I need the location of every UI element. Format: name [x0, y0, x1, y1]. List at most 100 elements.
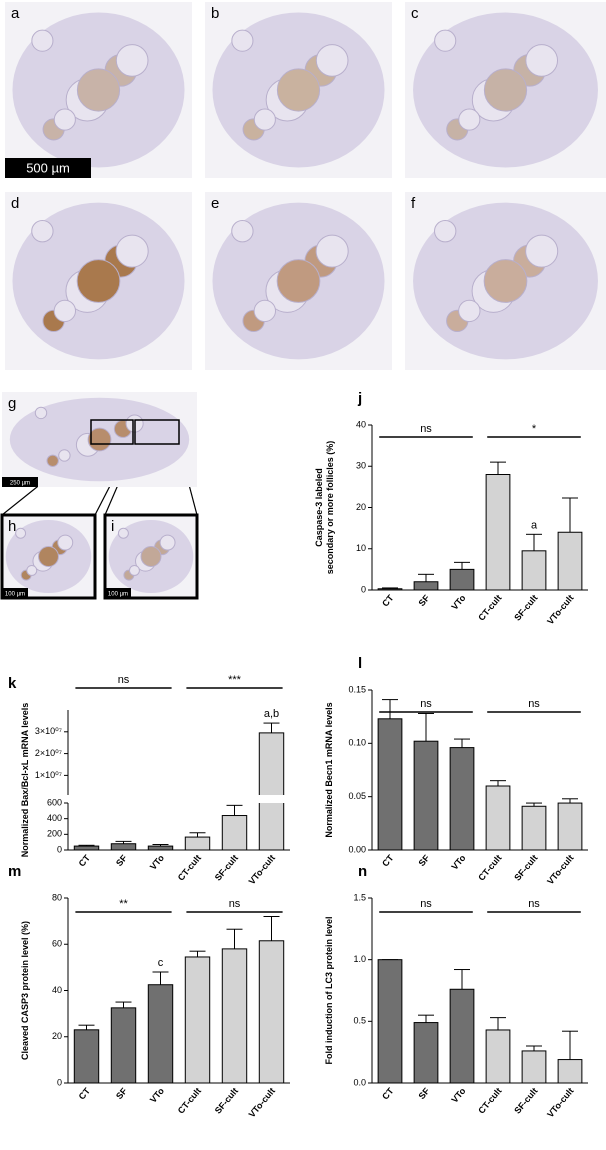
micrograph: g 250 µm [2, 392, 197, 487]
bar [449, 988, 475, 1084]
bar [147, 845, 174, 851]
follicle [57, 534, 74, 551]
y-tick-label: 40 [52, 985, 62, 995]
x-tick-label: VTo [148, 852, 166, 871]
y-axis-title: Caspase-3 labeledsecondary or more folli… [314, 441, 335, 575]
follicle [315, 234, 349, 268]
y-tick-label: 200 [47, 829, 62, 839]
y-tick-label: 1.5 [353, 892, 366, 902]
follicle [15, 527, 27, 539]
bar [485, 785, 511, 851]
x-tick-label: VTo-cult [545, 853, 575, 886]
follicle [458, 299, 481, 323]
significance-label: ns [420, 423, 432, 435]
significance-letter: a [531, 519, 538, 531]
significance-letter: a,b [264, 708, 279, 720]
y-tick-label: 2×10⁰⁷ [35, 748, 62, 758]
y-tick-label: 40 [356, 419, 366, 429]
y-axis-title-line: Normalized Bax/Bcl-xL mRNA levels [20, 703, 30, 858]
y-tick-label: 60 [52, 939, 62, 949]
follicle [87, 427, 112, 452]
x-tick-label: VTo-cult [247, 1086, 277, 1119]
significance-label: ** [119, 898, 128, 910]
bar [449, 747, 475, 851]
follicle [128, 564, 140, 576]
bar [221, 948, 248, 1084]
significance-label: ns [118, 674, 130, 686]
bar [521, 1050, 547, 1084]
bar [258, 940, 285, 1084]
follicle [53, 299, 77, 323]
panel-label: e [211, 195, 219, 212]
significance-label: ns [420, 898, 432, 910]
bar [521, 550, 547, 591]
bar [110, 843, 137, 851]
y-tick-label: 400 [47, 813, 62, 823]
x-tick-label: SF [114, 1085, 129, 1101]
y-tick-label: 3×10⁰⁷ [35, 726, 62, 736]
y-axis-title-line: Normalized Becn1 mRNA levels [324, 702, 334, 837]
significance-label: * [532, 423, 537, 435]
bar [258, 732, 285, 851]
follicle [31, 219, 54, 243]
follicle [434, 219, 457, 243]
follicle [253, 299, 277, 323]
follicle [483, 259, 528, 303]
panel-label: k [8, 675, 17, 692]
follicle [315, 44, 349, 77]
micrograph: c [405, 2, 606, 178]
bar [413, 581, 439, 591]
y-tick-label: 0.15 [348, 684, 366, 694]
panel-label: g [8, 395, 16, 412]
follicle [58, 449, 71, 462]
y-tick-label: 0.0 [353, 1077, 366, 1087]
x-tick-label: VTo [449, 852, 467, 871]
bar [184, 836, 211, 851]
micrograph: b [205, 2, 392, 178]
y-tick-label: 0.10 [348, 738, 366, 748]
bar [485, 474, 511, 591]
bar [184, 956, 211, 1084]
chart: n 0.0 0.5 1.0 1.5 Fold induction of LC3 prote… [324, 863, 588, 1119]
chart: k 0 200 400 600 1×10⁰⁷ 2×10⁰⁷ 3×10⁰⁷ Normalized … [8, 674, 291, 886]
x-tick-label: SF-cult [213, 1086, 240, 1116]
y-tick-label: 1×10⁰⁷ [35, 770, 62, 780]
x-tick-label: SF-cult [213, 853, 240, 883]
bar [377, 959, 403, 1084]
scale-bar [105, 588, 131, 598]
follicle [483, 68, 528, 112]
follicle [140, 546, 162, 567]
follicle [253, 108, 276, 131]
y-tick-label: 30 [356, 461, 366, 471]
follicle [231, 219, 254, 243]
follicle [117, 527, 129, 539]
follicle [38, 546, 59, 567]
y-axis-title: Cleaved CASP3 protein level (%) [20, 921, 30, 1060]
panel-label: m [8, 863, 21, 880]
panel-label: a [11, 5, 20, 22]
bar [557, 802, 583, 851]
x-tick-label: CT-cult [476, 1086, 503, 1116]
y-axis-title-line: Cleaved CASP3 protein level (%) [20, 921, 30, 1060]
y-tick-label: 0.00 [348, 844, 366, 854]
x-tick-label: CT [380, 1085, 396, 1101]
x-tick-label: VTo-cult [545, 593, 575, 626]
x-tick-label: CT [77, 1085, 93, 1101]
follicle [53, 108, 76, 131]
significance-letter: c [158, 957, 164, 969]
bar [413, 740, 439, 851]
x-tick-label: SF [416, 1085, 431, 1101]
scale-bar-label: 250 µm [10, 481, 30, 487]
follicle [458, 108, 481, 131]
y-tick-label: 0.05 [348, 791, 366, 801]
x-tick-label: VTo [148, 1085, 166, 1104]
micrograph: h 100 µm [0, 513, 97, 600]
follicle [34, 406, 48, 420]
bar [73, 845, 100, 851]
micrograph: a 500 µm [5, 2, 192, 178]
x-tick-label: CT [380, 852, 396, 868]
axis-break [69, 795, 291, 803]
panel-label: n [358, 863, 367, 880]
